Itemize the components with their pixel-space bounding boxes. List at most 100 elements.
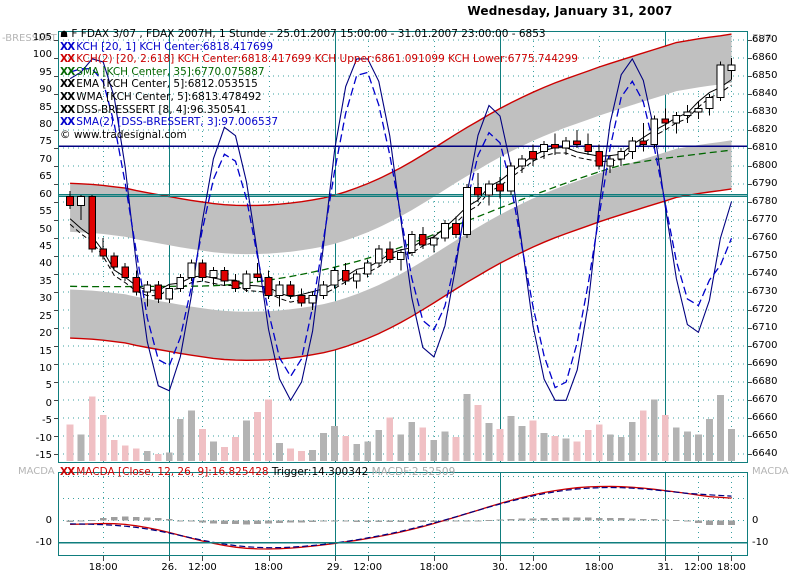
dss-tick-label: 85 (39, 101, 52, 113)
macd-legend-name: MACDA [Close, 12, 26, 9]:16.825428 (76, 466, 269, 478)
price-tick-label: 6870 (752, 34, 778, 45)
price-tick-label: 6700 (752, 340, 778, 351)
price-tick-label: 6790 (752, 178, 778, 189)
price-tick-label: 6860 (752, 52, 778, 63)
time-tick-label: 29. (326, 562, 343, 573)
right-axis-name-top: EUR (752, 33, 773, 44)
time-tick-label: 12:00 (683, 562, 713, 573)
legend-row-sma: XX SMA [KCH Center, 35]:6770.075887 (60, 66, 750, 79)
legend-row-sma2: XX SMA(2) [DSS-BRESSERT, 3]:97.006537 (60, 116, 750, 129)
legend-marker: XX (60, 78, 75, 91)
price-tick-label: 6720 (752, 304, 778, 315)
dss-tick-label: 60 (39, 188, 52, 200)
price-tick-label: 6680 (752, 376, 778, 387)
legend-marker: XX (60, 90, 75, 103)
price-tick-label: 6660 (752, 412, 778, 423)
time-tick-label: 26. (161, 562, 178, 573)
dss-tick-label: 0 (45, 397, 52, 409)
dss-tick-label: 75 (39, 136, 52, 148)
dss-tick-label: 90 (39, 84, 52, 96)
dss-tick-label: -10 (35, 432, 52, 444)
legend-row-wma: XX WMA [KCH Center, 5]:6813.478492 (60, 91, 750, 104)
legend-text: DSS-BRESSERT [8, 4]:96.350541 (76, 103, 247, 116)
page-title: Wednesday, January 31, 2007 (467, 4, 673, 18)
legend-marker: XX (60, 116, 75, 129)
dss-tick-label: 30 (39, 293, 52, 305)
time-tick-label: 12:00 (518, 562, 548, 573)
legend-marker: XX (60, 103, 75, 116)
legend-row-kch2: XX KCH(2) [20, 2.618] KCH Center:6818.417… (60, 53, 750, 66)
time-tick-label: 18:00 (419, 562, 449, 573)
legend-row-dss: XX DSS-BRESSERT [8, 4]:96.350541 (60, 104, 750, 117)
price-tick-label: 6650 (752, 430, 778, 441)
time-tick-label: 30. (492, 562, 508, 573)
price-tick-label: 6760 (752, 232, 778, 243)
dss-tick-label: -15 (35, 450, 52, 462)
macd-legend-trigger: Trigger:14.300342 (271, 466, 369, 478)
price-tick-label: 6740 (752, 268, 778, 279)
legend-marker: XX (60, 40, 75, 53)
price-tick-label: 6690 (752, 358, 778, 369)
dss-tick-label: 55 (39, 206, 52, 218)
price-tick-label: 6840 (752, 88, 778, 99)
dss-tick-label: 35 (39, 275, 52, 287)
dss-tick-label: 20 (39, 328, 52, 340)
left-axis-name-macd: MACDA (18, 466, 55, 477)
legend-title: F FDAX 3/07 , FDAX 2007H, 1 Stunde - 25.… (71, 28, 546, 40)
price-tick-label: 6730 (752, 286, 778, 297)
dss-tick-label: 5 (45, 380, 52, 392)
legend-title-row: ☗ F FDAX 3/07 , FDAX 2007H, 1 Stunde - 2… (60, 28, 546, 40)
dss-tick-label: 25 (39, 310, 52, 322)
dss-tick-label: 15 (39, 345, 52, 357)
left-axis-name-top: -BRESSERT (2, 33, 57, 44)
time-tick-label: 12:00 (187, 562, 217, 573)
legend-row-kch: XX KCH [20, 1] KCH Center:6818.417699 (60, 41, 750, 54)
time-tick-label: 18:00 (717, 562, 746, 573)
price-tick-label: 6800 (752, 160, 778, 171)
time-tick-label: 31. (657, 562, 674, 573)
price-tick-label: 6780 (752, 196, 778, 207)
dss-tick-label: 105 (32, 31, 52, 43)
dss-tick-label: 80 (39, 119, 52, 131)
legend-marker: XX (60, 65, 75, 78)
price-tick-label: 6850 (752, 70, 778, 81)
macd-right-tick-label: 0 (752, 514, 759, 526)
time-tick-label: 18:00 (88, 562, 118, 573)
macd-legend-macdf: MACDF:2.52509 (371, 466, 456, 478)
macd-legend-marker: XX (60, 466, 75, 478)
price-tick-label: 6670 (752, 394, 778, 405)
dss-tick-label: 50 (39, 223, 52, 235)
legend-text: KCH [20, 1] KCH Center:6818.417699 (76, 40, 274, 53)
time-tick-label: 12:00 (353, 562, 383, 573)
legend-text: EMA [KCH Center, 5]:6812.053515 (76, 78, 258, 91)
dss-tick-label: 100 (32, 49, 52, 61)
time-tick-label: 18:00 (254, 562, 283, 573)
dss-tick-label: 10 (39, 362, 52, 374)
price-tick-label: 6750 (752, 250, 778, 261)
price-tick-label: 6810 (752, 142, 778, 153)
macd-legend: XX MACDA [Close, 12, 26, 9]:16.825428 Tri… (60, 466, 455, 479)
price-tick-label: 6820 (752, 124, 778, 135)
copyright-text: © www.tradesignal.com (60, 128, 187, 141)
legend-text: SMA(2) [DSS-BRESSERT, 3]:97.006537 (76, 116, 279, 129)
macd-left-tick-label: 0 (45, 514, 52, 526)
macd-right-tick-label: -10 (752, 536, 769, 548)
price-tick-label: 6640 (752, 448, 778, 459)
legend-marker: XX (60, 53, 75, 66)
dss-tick-label: -5 (42, 415, 52, 427)
time-tick-label: 18:00 (584, 562, 614, 573)
chart-legend: ☗ F FDAX 3/07 , FDAX 2007H, 1 Stunde - 2… (60, 28, 750, 141)
dss-tick-label: 95 (39, 66, 52, 78)
price-tick-label: 6770 (752, 214, 778, 225)
dss-tick-label: 70 (39, 153, 52, 165)
price-tick-label: 6710 (752, 322, 778, 333)
legend-row-ema: XX EMA [KCH Center, 5]:6812.053515 (60, 78, 750, 91)
price-tick-label: 6830 (752, 106, 778, 117)
macd-left-tick-label: -10 (35, 536, 52, 548)
dss-tick-label: 65 (39, 171, 52, 183)
dss-tick-label: 45 (39, 241, 52, 252)
legend-text: KCH(2) [20, 2.618] KCH Center:6818.41769… (76, 53, 578, 66)
legend-text: SMA [KCH Center, 35]:6770.075887 (76, 65, 265, 78)
legend-text: WMA [KCH Center, 5]:6813.478492 (76, 90, 262, 103)
